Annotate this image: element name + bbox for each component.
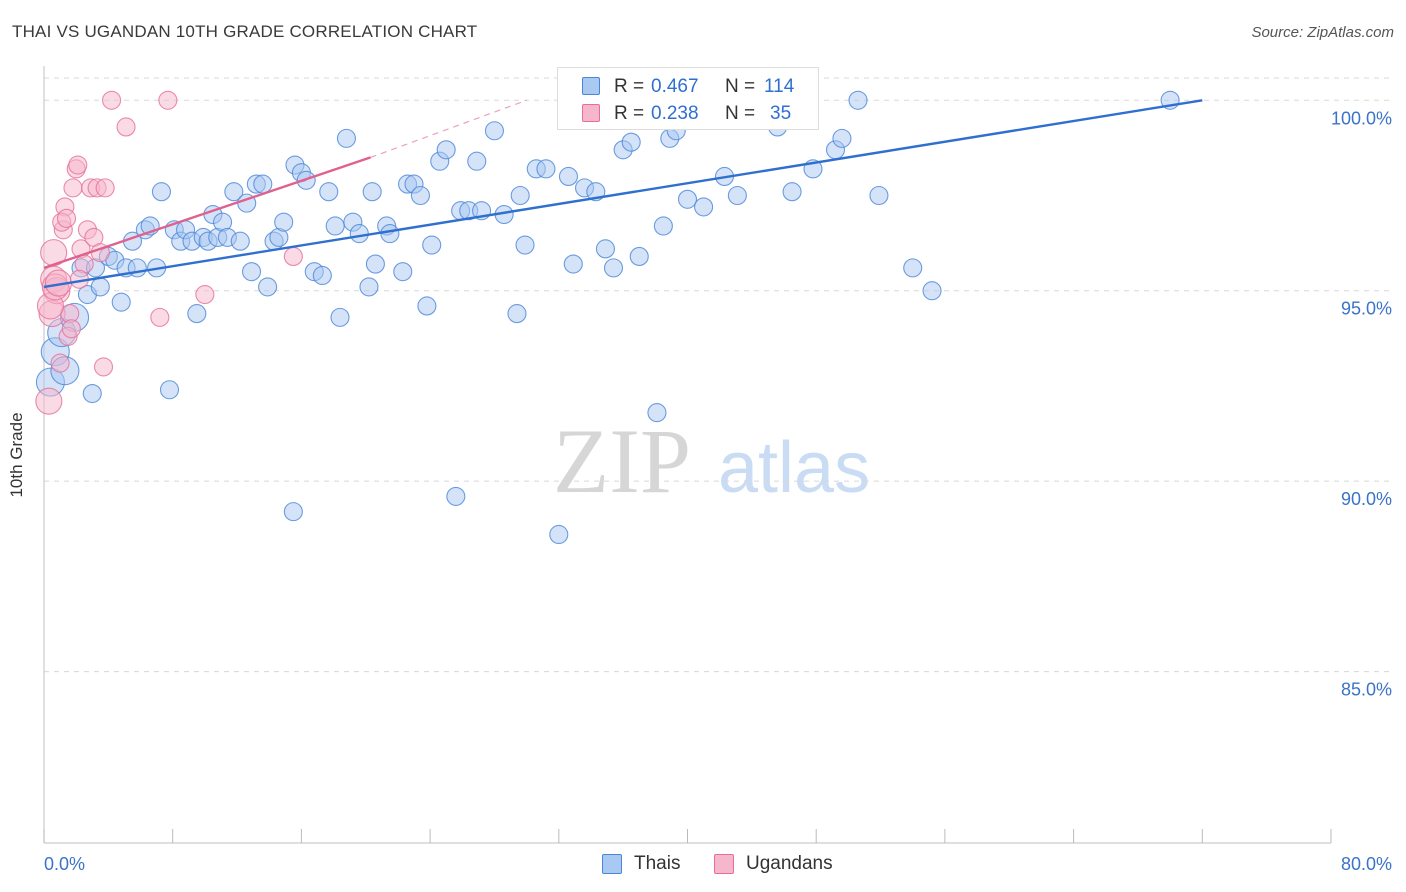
thai-point <box>127 258 147 278</box>
thai-point <box>848 90 868 110</box>
ugandan-point <box>68 155 88 175</box>
thai-point <box>410 185 430 206</box>
thai-point <box>336 128 356 148</box>
thai-point <box>274 212 294 232</box>
ugandan-trend-extension <box>370 99 527 158</box>
thai-point <box>603 258 624 278</box>
legend-label-ugandans: Ugandans <box>746 853 833 874</box>
y-tick-label: 100.0% <box>1331 108 1392 128</box>
legend-r-value: 0.238 <box>651 103 699 124</box>
ugandan-point <box>56 208 77 228</box>
legend-r-value: 0.467 <box>651 76 699 97</box>
thai-point <box>727 185 747 206</box>
y-tick-label: 95.0% <box>1341 299 1392 319</box>
thai-point <box>283 502 303 522</box>
thai-point <box>647 403 667 423</box>
x-tick-label: 0.0% <box>44 854 85 874</box>
watermark-atlas: atlas <box>718 428 870 508</box>
ugandan-point <box>158 90 178 110</box>
thai-point <box>349 224 369 244</box>
thai-point <box>224 182 244 202</box>
thai-point <box>677 189 698 209</box>
legend-swatch-thais <box>582 77 600 95</box>
thai-point <box>922 281 942 301</box>
legend-swatch-ugandans <box>714 854 734 874</box>
legend-label-thais: Thais <box>634 853 681 874</box>
ugandan-point <box>93 357 114 377</box>
series-legend: Thais Ugandans <box>0 852 1406 878</box>
ugandan-point <box>35 387 63 415</box>
legend-n-value: 35 <box>770 103 792 124</box>
legend-n-label: N = <box>725 76 756 97</box>
thai-point <box>312 265 332 286</box>
thai-point <box>159 380 180 400</box>
thai-point <box>253 174 273 194</box>
thai-point <box>515 235 535 255</box>
thai-point <box>258 277 278 297</box>
thai-point <box>507 304 527 324</box>
thai-point <box>111 292 131 312</box>
ugandan-point <box>63 178 83 198</box>
thai-point <box>187 304 207 324</box>
y-axis-label: 10th Grade <box>7 412 26 498</box>
ugandan-point <box>95 178 115 198</box>
thai-point <box>563 254 583 274</box>
legend-r-label: R = <box>614 103 645 124</box>
thai-point <box>241 262 262 282</box>
thai-point <box>536 159 556 179</box>
legend-n-value: 114 <box>764 76 795 97</box>
thai-point <box>330 307 350 327</box>
thai-point <box>325 216 345 236</box>
thai-point <box>782 182 802 202</box>
ugandan-trend-line <box>43 156 371 270</box>
thai-point <box>90 277 110 297</box>
thai-point <box>595 239 616 259</box>
thai-point <box>549 524 569 545</box>
watermark-zip: ZIP <box>553 410 691 512</box>
thai-point <box>621 132 641 152</box>
thai-point <box>436 140 456 160</box>
thai-point <box>422 235 442 255</box>
thai-point <box>558 166 579 187</box>
source-label: Source: ZipAtlas.com <box>1251 24 1394 41</box>
thai-trend-line <box>43 99 1203 289</box>
legend-swatch-thais <box>602 854 622 874</box>
legend-swatch-ugandans <box>582 104 600 122</box>
ugandan-point <box>150 307 170 327</box>
x-tick-label: 80.0% <box>1341 854 1392 874</box>
thai-point <box>484 121 505 141</box>
thai-point <box>365 254 385 274</box>
y-tick-label: 90.0% <box>1341 489 1392 509</box>
ugandan-point <box>50 353 70 373</box>
chart-title: THAI VS UGANDAN 10TH GRADE CORRELATION C… <box>12 22 478 41</box>
thai-point <box>319 182 339 202</box>
thai-point <box>629 246 649 266</box>
thai-point <box>467 151 487 171</box>
thai-point <box>362 182 382 202</box>
ugandan-point <box>61 319 81 339</box>
thai-point <box>869 185 889 206</box>
y-tick-label: 85.0% <box>1341 680 1392 700</box>
ugandan-point <box>102 90 122 110</box>
thai-point <box>903 258 923 278</box>
thai-point <box>151 182 171 202</box>
thai-point <box>694 197 714 217</box>
thai-point <box>417 296 437 316</box>
thai-point <box>359 277 379 297</box>
legend-n-label: N = <box>725 103 756 124</box>
thai-point <box>653 216 673 236</box>
legend-r-label: R = <box>614 76 645 97</box>
thai-point <box>230 231 250 251</box>
thai-point <box>510 185 530 206</box>
thai-point <box>380 224 400 244</box>
ugandan-point <box>116 117 136 137</box>
stats-legend: R = 0.467 N = 114 R = 0.238 N = 35 <box>557 67 819 130</box>
thai-point <box>82 384 102 404</box>
ugandan-point <box>283 246 303 266</box>
thai-point <box>832 128 852 148</box>
thai-point <box>393 262 413 282</box>
ugandan-point <box>195 284 215 305</box>
thai-point <box>446 486 466 506</box>
